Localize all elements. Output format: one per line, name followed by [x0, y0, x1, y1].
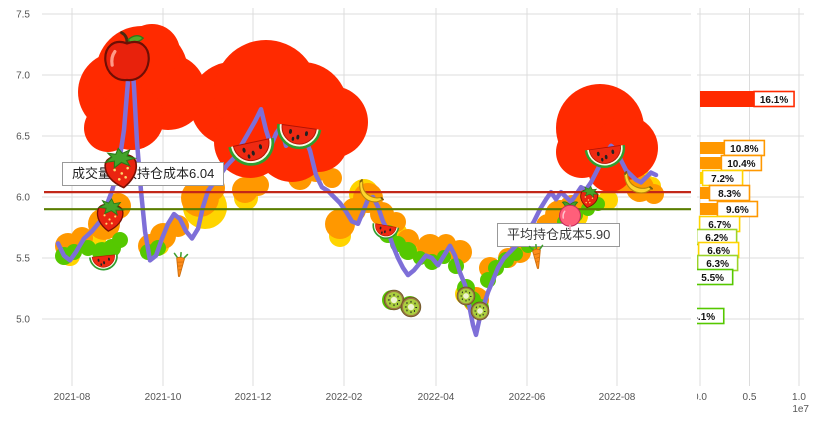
y-axis-tick-label: 5.0 [16, 315, 30, 326]
x-axis-tick-label: 2021-08 [54, 392, 91, 403]
bar-percentage-label: 6.7% [708, 220, 731, 231]
bar-percentage-label: 6.6% [707, 246, 730, 257]
green-volume-bubble [400, 296, 420, 316]
orange-volume-bubble [247, 174, 269, 196]
y-axis-tick-label: 7.5 [16, 10, 30, 21]
bar-percentage-label: 4.1% [697, 312, 715, 323]
x-axis-tick-label: 0.5 [743, 392, 757, 403]
bar-label-box [708, 184, 751, 202]
y-axis-tick-label: 6.5 [16, 132, 30, 143]
x-axis-tick-label: 1.0 [792, 392, 806, 403]
x-axis-tick-label: 2021-10 [145, 392, 182, 403]
bar-percentage-label: 5.5% [701, 273, 724, 284]
axis-scale-label: 1e7 [792, 404, 809, 415]
bar-percentage-label: 10.8% [730, 144, 758, 155]
bar-percentage-label: 7.2% [711, 174, 734, 185]
x-axis-tick-label: 2022-04 [418, 392, 455, 403]
x-axis-tick-label: 2022-06 [509, 392, 546, 403]
green-volume-bubble [382, 290, 402, 310]
red-volume-bubble [84, 104, 132, 152]
bar-label-box [753, 90, 795, 108]
bar-percentage-label: 8.3% [718, 189, 741, 200]
y-axis-tick-label: 7.0 [16, 71, 30, 82]
price-history-panel: 7.5 7.0 6.5 6.0 5.5 5.0 2021-08 2021-10 2021-12 2… [16, 8, 691, 403]
green-volume-bubble [399, 242, 417, 260]
bar-percentage-label: 6.3% [706, 259, 729, 270]
orange-volume-bubble [322, 168, 342, 188]
bar-label-box [697, 307, 725, 325]
price-chart-svg: 7.5 7.0 6.5 6.0 5.5 5.0 2021-08 2021-10 2021-12 2… [16, 8, 691, 403]
vwap-cost-text: 成交量加权持仓成本6.04 [72, 166, 215, 181]
x-axis-tick-label: 2022-02 [326, 392, 363, 403]
red-volume-bubble [288, 112, 348, 172]
bar-percentage-label: 16.1% [760, 95, 788, 106]
bar-percentage-label: 10.4% [727, 159, 755, 170]
green-volume-bubble [112, 232, 128, 248]
avg-cost-text: 平均持仓成本5.90 [507, 227, 611, 242]
vwap-cost-annotation: 成交量加权持仓成本6.04 [62, 162, 225, 186]
x-axis-tick-label: 0.0 [697, 392, 707, 403]
bar-percentage-label: 9.6% [726, 205, 749, 216]
orange-volume-bubble [644, 184, 664, 204]
bar-percentage-label: 6.2% [705, 233, 728, 244]
y-axis-tick-label: 5.5 [16, 254, 30, 265]
x-axis-tick-label: 2022-08 [599, 392, 636, 403]
y-axis-tick-label: 6.0 [16, 193, 30, 204]
x-axis-tick-label: 2021-12 [235, 392, 272, 403]
avg-cost-annotation: 平均持仓成本5.90 [497, 223, 621, 247]
bar-label-box [697, 268, 734, 286]
